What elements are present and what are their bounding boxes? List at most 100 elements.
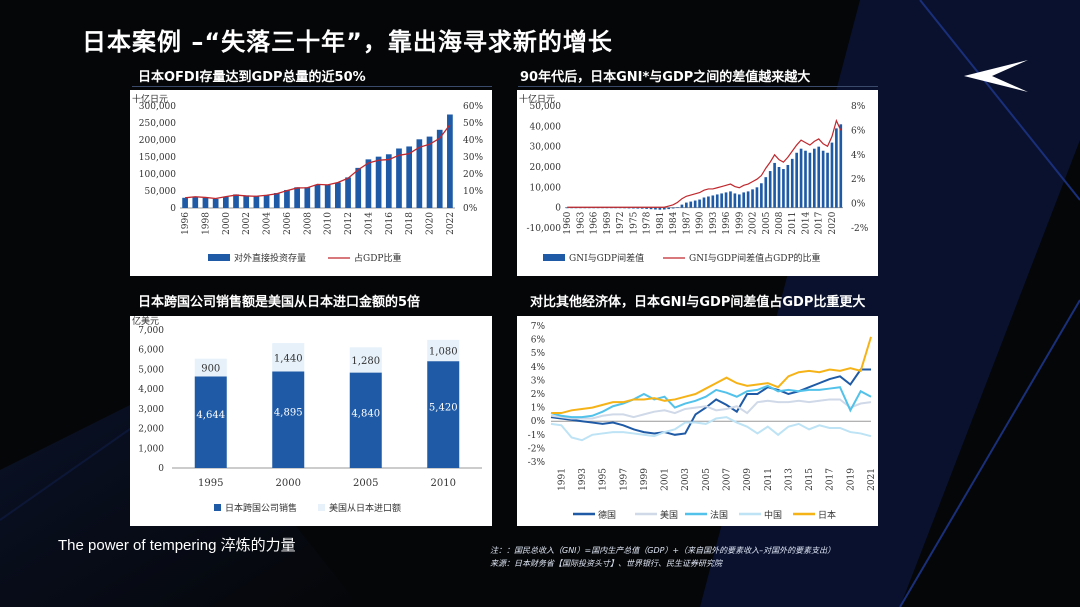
chart3-legend-imports-swatch bbox=[318, 504, 325, 511]
chart1-legend-line-label: 占GDP比重 bbox=[354, 252, 401, 264]
chart3-ytick: 1,000 bbox=[138, 444, 164, 454]
chart2-xtick: 1990 bbox=[696, 211, 706, 234]
chart2-xtick: 2020 bbox=[828, 211, 838, 234]
chart1-bar bbox=[396, 148, 402, 208]
chart1-bar bbox=[253, 196, 260, 208]
chart2-xtick: 2017 bbox=[815, 211, 825, 234]
chart2-bar bbox=[693, 200, 697, 208]
chart4-line-1 bbox=[550, 398, 872, 420]
chart2-bar bbox=[649, 207, 653, 210]
chart2-bar bbox=[707, 196, 710, 208]
chart4-ytick: -1% bbox=[528, 431, 546, 441]
chart3-bar-imports bbox=[272, 343, 305, 372]
chart2-bar bbox=[640, 207, 644, 209]
chart3-ytick: 5,000 bbox=[138, 365, 164, 375]
chart2-ratio-line bbox=[567, 118, 842, 208]
chart1-xtick: 2022 bbox=[446, 212, 456, 235]
chart1-ytick: 100,000 bbox=[139, 170, 176, 180]
chart4-ytick: 6% bbox=[531, 336, 546, 346]
chart2-bar bbox=[835, 128, 838, 208]
chart1-bar bbox=[304, 187, 311, 208]
chart2-bar bbox=[724, 192, 728, 208]
chart4-line-4 bbox=[551, 336, 872, 415]
chart1-xtick: 2000 bbox=[222, 212, 232, 235]
chart1-bar bbox=[426, 136, 433, 208]
chart1-bar bbox=[192, 196, 199, 208]
chart1-xtick: 2008 bbox=[303, 212, 313, 235]
chart2-ytick: -10,000 bbox=[526, 224, 561, 234]
chart2-ytick: 40,000 bbox=[530, 122, 562, 132]
chart1-xtick: 2010 bbox=[324, 212, 334, 235]
chart2-bar bbox=[658, 207, 662, 210]
chart4-legend-label: 德国 bbox=[598, 509, 616, 521]
chart1-y2tick: 10% bbox=[463, 187, 483, 197]
chart1-title-rule bbox=[132, 86, 492, 87]
chart4-legend-label: 法国 bbox=[710, 509, 728, 521]
chart2-bar bbox=[676, 207, 679, 208]
chart2-y2tick: 4% bbox=[851, 151, 866, 161]
chart1-bar bbox=[447, 114, 453, 208]
chart2-bar bbox=[812, 148, 816, 208]
chart2-bar bbox=[579, 207, 582, 209]
chart2-bar bbox=[742, 192, 746, 208]
chart1-bar bbox=[324, 184, 331, 208]
chart4-legend-label: 中国 bbox=[764, 509, 782, 521]
chart2-bar bbox=[574, 207, 578, 209]
chart1-bar bbox=[182, 197, 188, 208]
chart2-bar bbox=[786, 164, 790, 208]
chart2-bar bbox=[720, 193, 723, 208]
chart2-bar bbox=[662, 207, 666, 210]
chart2-bar bbox=[596, 207, 600, 209]
chart1-ytick: 0 bbox=[170, 204, 176, 214]
chart1-bar bbox=[222, 196, 229, 208]
chart4-economy-comparison: -3% -2% -1% 0% 1% 2% 3% 4% 5% 6% 7% 1991 1993 1995 199… bbox=[528, 322, 877, 521]
chart3-legend-imports-label: 美国从日本进口额 bbox=[329, 502, 401, 514]
chart1-bar bbox=[202, 197, 209, 208]
chart1-bar bbox=[263, 195, 270, 208]
chart2-xtick: 1993 bbox=[709, 211, 719, 234]
chart4-line-0 bbox=[550, 368, 871, 436]
chart4-xtick: 1993 bbox=[578, 468, 588, 491]
chart2-bar bbox=[645, 207, 648, 209]
chart2-bar bbox=[755, 187, 759, 208]
chart2-xtick: 1978 bbox=[643, 211, 653, 234]
chart4-xtick: 2011 bbox=[764, 468, 774, 491]
chart2-bar bbox=[826, 152, 829, 208]
chart3-bar-sales bbox=[349, 372, 382, 468]
chart2-xtick: 2014 bbox=[801, 211, 811, 234]
chart1-bar bbox=[212, 198, 219, 208]
chart4-ytick: -3% bbox=[528, 458, 546, 468]
chart2-ytick: 30,000 bbox=[530, 143, 562, 153]
brand-slogan: The power of tempering 淬炼的力量 bbox=[58, 537, 296, 554]
chart2-bar bbox=[565, 207, 569, 209]
chart2-bar bbox=[605, 207, 609, 209]
chart1-bar bbox=[436, 129, 443, 208]
chart1-xtick: 1996 bbox=[181, 212, 191, 235]
chart4-ytick: 0% bbox=[531, 417, 546, 427]
chart3-label-imports: 1,080 bbox=[429, 347, 458, 358]
chart2-bar bbox=[795, 152, 798, 208]
chart2-bar bbox=[799, 148, 803, 208]
chart2-bar bbox=[804, 150, 807, 208]
chart4-panel: -3% -2% -1% 0% 1% 2% 3% 4% 5% 6% 7% 1991 1993 1995 199… bbox=[517, 316, 878, 526]
footnote: 注：：国民总收入（GNI）=国内生产总值（GDP）+（来自国外的要素收入–对国外… bbox=[490, 546, 836, 555]
chart1-y2tick: 50% bbox=[463, 119, 483, 129]
chart2-bar bbox=[618, 207, 622, 209]
chart1-bar bbox=[345, 177, 351, 208]
chart2-bar bbox=[702, 197, 706, 208]
chart4-ytick: 7% bbox=[531, 322, 546, 332]
chart2-ytick: 20,000 bbox=[530, 163, 562, 173]
chart2-y2tick: 2% bbox=[851, 175, 866, 185]
chart4-xtick: 1997 bbox=[619, 468, 629, 491]
chart1-y2tick: 0% bbox=[463, 204, 478, 214]
chart2-bar bbox=[715, 194, 719, 208]
chart1-xtick: 2018 bbox=[405, 212, 415, 235]
chart3-ytick: 4,000 bbox=[138, 385, 164, 395]
chart2-y2tick: -2% bbox=[851, 224, 869, 234]
chart4-xtick: 2003 bbox=[681, 468, 691, 491]
chart3-ytick: 6,000 bbox=[138, 346, 164, 356]
chart1-y2tick: 20% bbox=[463, 170, 483, 180]
chart3-ytick: 2,000 bbox=[138, 425, 164, 435]
chart1-ytick: 250,000 bbox=[139, 119, 176, 129]
chart3-xtick: 1995 bbox=[198, 478, 223, 489]
